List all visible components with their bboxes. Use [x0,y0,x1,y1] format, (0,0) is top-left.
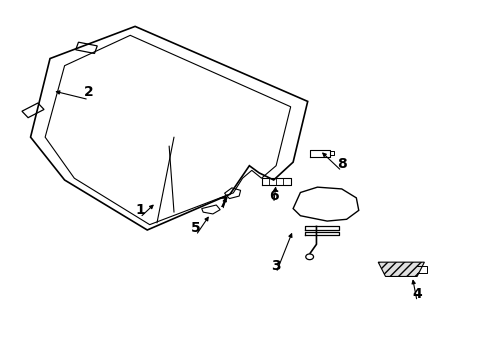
Polygon shape [377,262,424,276]
Text: 3: 3 [271,259,280,273]
Text: 5: 5 [191,221,201,235]
Text: 2: 2 [84,85,94,99]
Text: 1: 1 [135,203,144,217]
Text: 4: 4 [411,287,421,301]
Text: 8: 8 [336,157,346,171]
Text: 7: 7 [217,196,227,210]
Text: 6: 6 [268,189,278,203]
